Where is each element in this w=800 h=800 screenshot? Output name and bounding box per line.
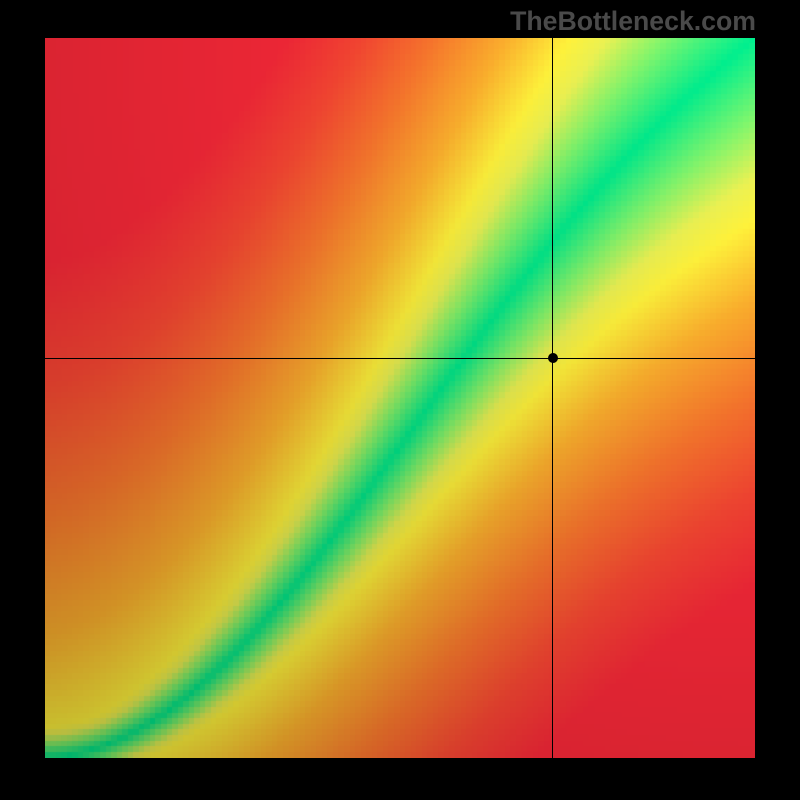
bottleneck-heatmap — [45, 38, 755, 758]
crosshair-horizontal — [45, 358, 755, 359]
chart-container: TheBottleneck.com — [0, 0, 800, 800]
crosshair-vertical — [552, 38, 553, 758]
watermark-text: TheBottleneck.com — [510, 6, 756, 37]
